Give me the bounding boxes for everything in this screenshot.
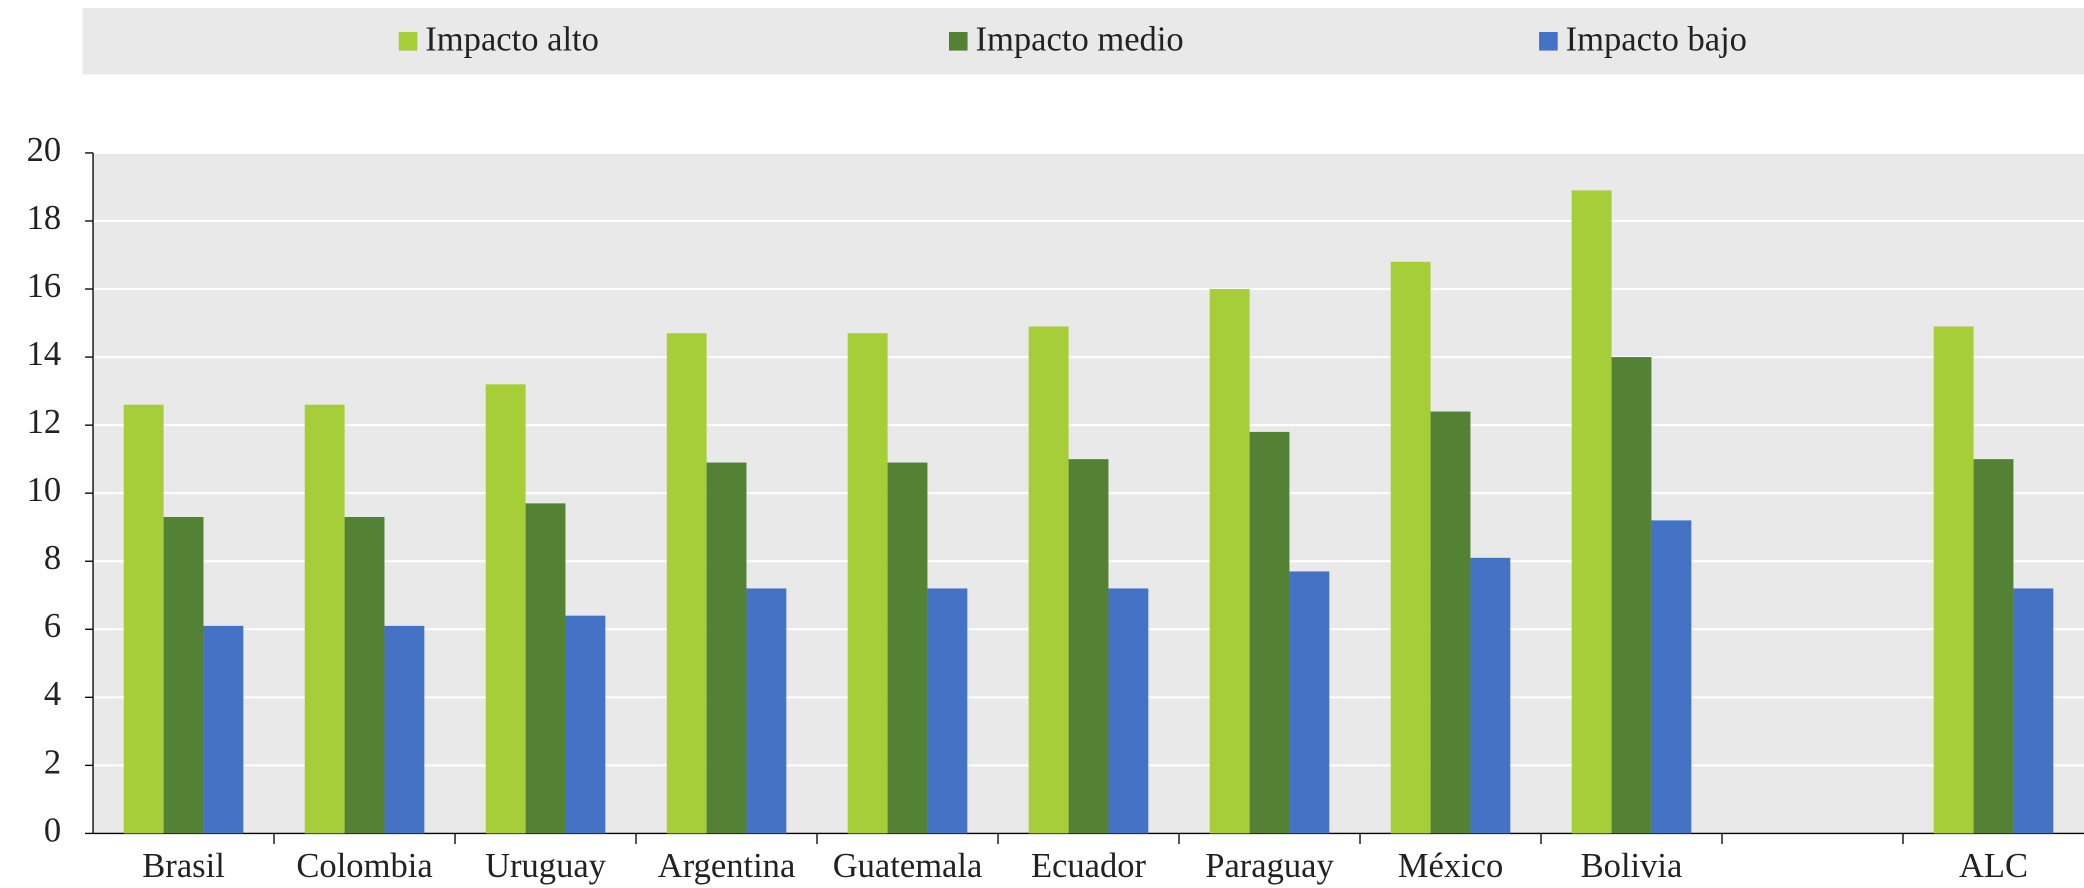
bar	[666, 333, 707, 834]
bar	[1108, 588, 1149, 834]
bar	[1571, 190, 1612, 834]
bar	[1933, 326, 1974, 834]
bar	[384, 625, 425, 834]
bar	[927, 588, 968, 834]
bar	[706, 462, 747, 834]
bar	[2013, 588, 2054, 834]
bar	[1249, 431, 1290, 834]
bar	[485, 384, 526, 834]
bar	[1289, 571, 1330, 834]
x-tick-label: Guatemala	[833, 847, 983, 885]
bar	[304, 404, 345, 834]
bar	[1028, 326, 1069, 834]
bar	[1470, 557, 1511, 834]
bar	[1430, 411, 1471, 834]
bar	[1209, 289, 1250, 834]
bar	[565, 615, 606, 834]
y-tick-label: 16	[27, 267, 62, 305]
y-tick-label: 4	[44, 675, 61, 713]
x-tick-label: Bolivia	[1581, 847, 1683, 885]
legend-swatch	[948, 31, 968, 51]
legend-label: Impacto bajo	[1566, 21, 1747, 59]
bar	[746, 588, 787, 834]
x-tick-label: Uruguay	[485, 847, 607, 885]
x-tick-label: Ecuador	[1031, 847, 1147, 885]
y-tick-label: 12	[27, 403, 62, 441]
bar	[1611, 357, 1652, 834]
legend-swatch	[398, 31, 418, 51]
legend-label: Impacto alto	[425, 21, 599, 59]
x-tick-label: México	[1398, 847, 1504, 885]
bar	[1068, 459, 1109, 834]
bar	[847, 333, 888, 834]
y-tick-label: 10	[27, 471, 62, 509]
bar	[887, 462, 928, 834]
y-tick-label: 6	[44, 607, 61, 645]
bar	[1651, 520, 1692, 834]
bar	[203, 625, 244, 834]
y-tick-label: 2	[44, 743, 61, 781]
bar	[525, 503, 566, 834]
y-tick-label: 14	[27, 335, 62, 373]
y-tick-label: 18	[27, 199, 62, 237]
y-tick-label: 20	[27, 131, 62, 169]
bar	[123, 404, 164, 834]
x-tick-label: ALC	[1959, 847, 2028, 885]
bar	[163, 516, 204, 834]
x-tick-label: Brasil	[142, 847, 225, 885]
bar	[1973, 459, 2014, 834]
x-tick-label: Argentina	[658, 847, 796, 885]
x-tick-label: Colombia	[296, 847, 432, 885]
y-tick-label: 0	[44, 811, 61, 849]
x-tick-label: Paraguay	[1205, 847, 1334, 885]
y-tick-label: 8	[44, 539, 61, 577]
legend-swatch	[1539, 31, 1558, 51]
bar	[344, 516, 385, 834]
legend-label: Impacto medio	[976, 21, 1184, 59]
bar	[1390, 261, 1431, 834]
